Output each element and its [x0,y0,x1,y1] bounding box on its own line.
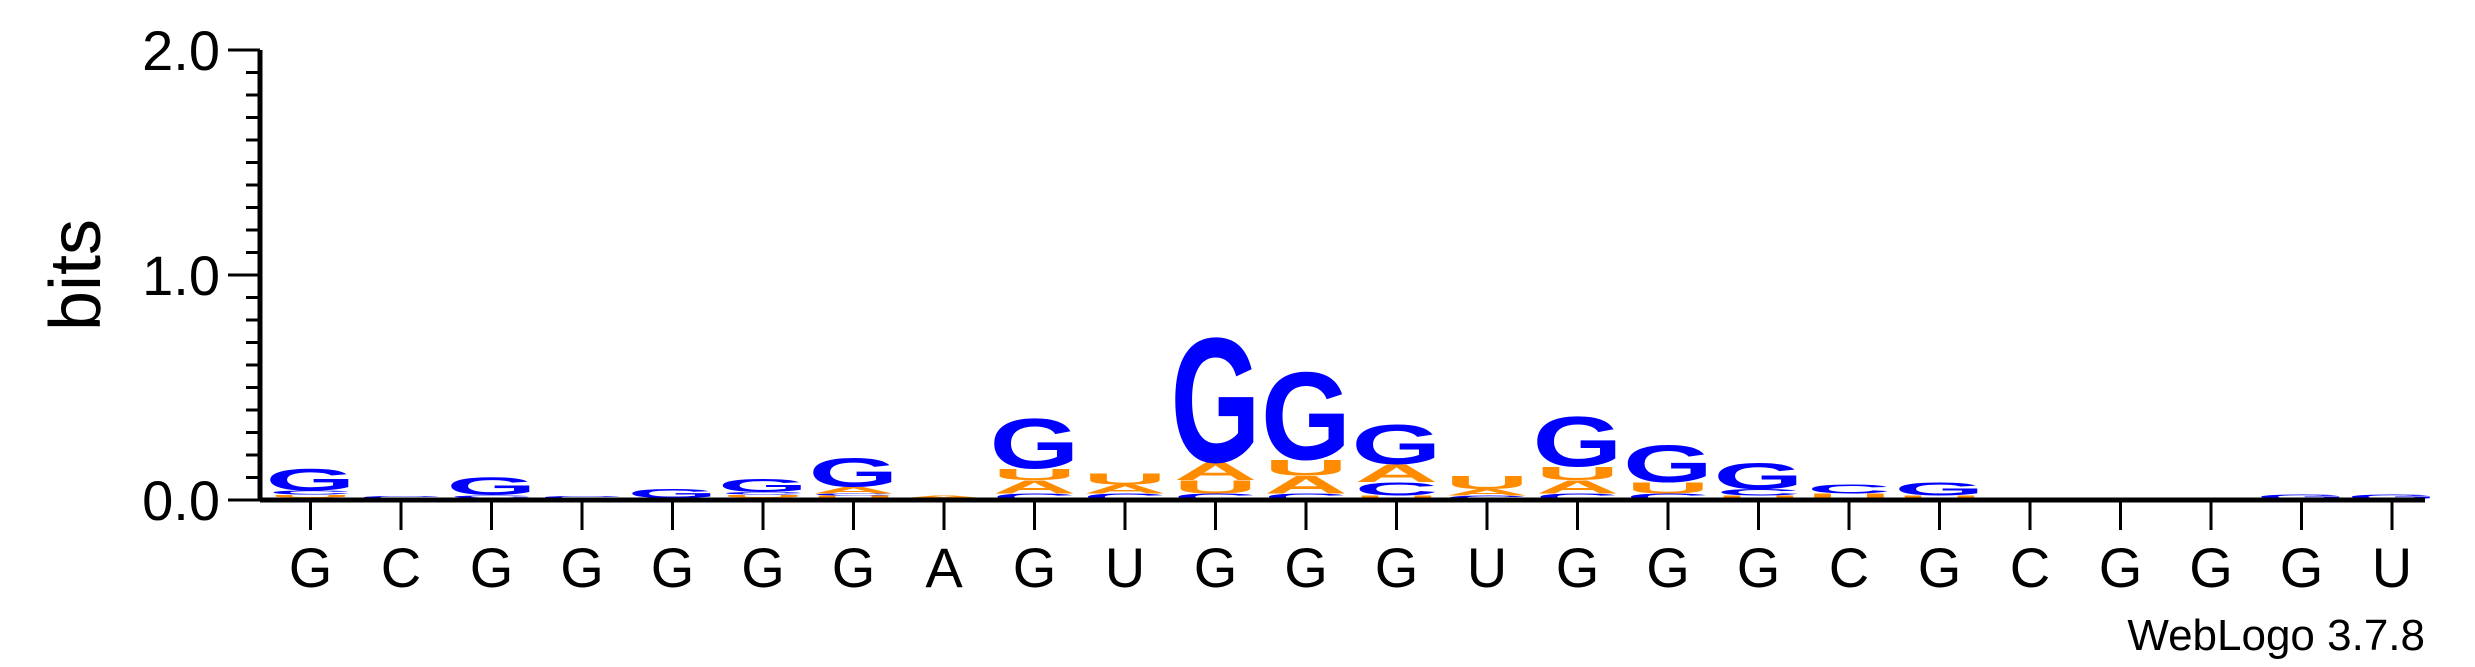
logo-glyph-C: C [1083,492,1166,502]
logo-glyph-A: A [1445,487,1528,497]
logo-glyph-G: G [990,404,1080,484]
logo-glyph-C: C [450,494,534,498]
logo-glyph-C: C [1355,479,1439,500]
logo-glyph-U: U [721,494,805,498]
logo-glyph-G: G [628,487,718,501]
logo-glyph-U: U [1445,472,1529,493]
x-tick-label: G [289,536,333,599]
logo-glyph-G: G [1533,402,1623,482]
y-axis-label: bits [36,219,116,331]
x-tick-label: G [1375,536,1419,599]
x-tick-label: G [560,536,604,599]
y-tick-label: 2.0 [142,19,220,82]
logo-glyph-G: G [266,462,356,497]
logo-glyph-U: U [269,494,353,498]
x-tick-label: U [2372,536,2412,599]
logo-glyph-U: U [1536,463,1620,484]
logo-glyph-C: C [993,492,1076,502]
x-tick-label: G [1556,536,1600,599]
logo-glyph-C: C [1536,492,1619,502]
logo-glyph-G: G [809,450,899,495]
logo-glyph-G: G [447,472,537,500]
logo-glyph-C: C [1626,492,1709,502]
logo-glyph-G: G [1171,300,1261,499]
logo-glyph-G: G [2347,494,2437,501]
x-tick-label: G [2280,536,2324,599]
logo-glyph-C: C [359,495,443,499]
x-tick-label: G [832,536,876,599]
logo-glyph-A: A [993,476,1077,497]
logo-glyph-A: A [902,495,986,499]
logo-glyph-G: G [718,475,808,496]
weblogo-credit: WebLogo 3.7.8 [2127,611,2425,660]
logo-glyph-stacks: AUCGUCACGUCCGAUCGUCAGUACAUGCAUCUAGCAUGUC… [266,300,2437,502]
logo-glyph-C: C [1264,492,1347,502]
x-tick-label: C [1829,536,1869,599]
logo-glyph-C: C [269,490,353,496]
logo-glyph-A: A [1536,476,1620,497]
x-tick-label: G [741,536,785,599]
logo-glyph-A: A [1355,459,1438,487]
x-tick-label: U [1105,536,1145,599]
x-tick-label: G [2099,536,2143,599]
x-tick-label: C [2010,536,2050,599]
x-tick-label: G [1013,536,1057,599]
x-tick-label: G [651,536,695,599]
logo-glyph-U: U [1264,456,1348,480]
logo-glyph-U: U [1807,492,1890,502]
logo-glyph-C: C [721,491,805,495]
logo-glyph-C: C [1807,482,1891,496]
x-tick-label: G [1646,536,1690,599]
logo-glyph-C: C [812,493,895,496]
logo-glyph-A: A [1174,457,1257,485]
logo-glyph-U: U [993,466,1077,483]
logo-glyph-A: A [1264,471,1347,499]
logo-glyph-A: A [812,485,895,495]
logo-glyph-U: U [1626,479,1710,496]
y-ticks: 0.0 1.0 2.0 [142,19,260,532]
logo-glyph-G: G [1623,435,1713,494]
logo-glyph-G: G [1352,414,1442,476]
logo-glyph-G: G [2257,494,2347,501]
x-tick-label: G [1194,536,1238,599]
x-tick-label: U [1467,536,1507,599]
x-tick-label: C [381,536,421,599]
logo-glyph-C: C [540,495,624,499]
logo-glyph-U: U [1083,470,1167,487]
logo-glyph-G: G [1714,455,1804,497]
logo-glyph-G: G [1895,479,1985,500]
logo-glyph-C: C [1717,487,1800,497]
x-tick-label: G [2189,536,2233,599]
x-tick-label: G [1284,536,1328,599]
logo-glyph-G: G [1261,346,1351,486]
x-tick-label: A [925,536,963,599]
logo-glyph-U: U [1174,476,1258,497]
x-tick-label: G [1737,536,1781,599]
logo-glyph-C: C [1174,492,1257,502]
x-tick-label: G [1918,536,1962,599]
y-tick-label: 1.0 [142,244,220,307]
y-tick-label: 0.0 [142,469,220,532]
x-tick-label: G [470,536,514,599]
logo-glyph-A: A [1083,482,1167,496]
